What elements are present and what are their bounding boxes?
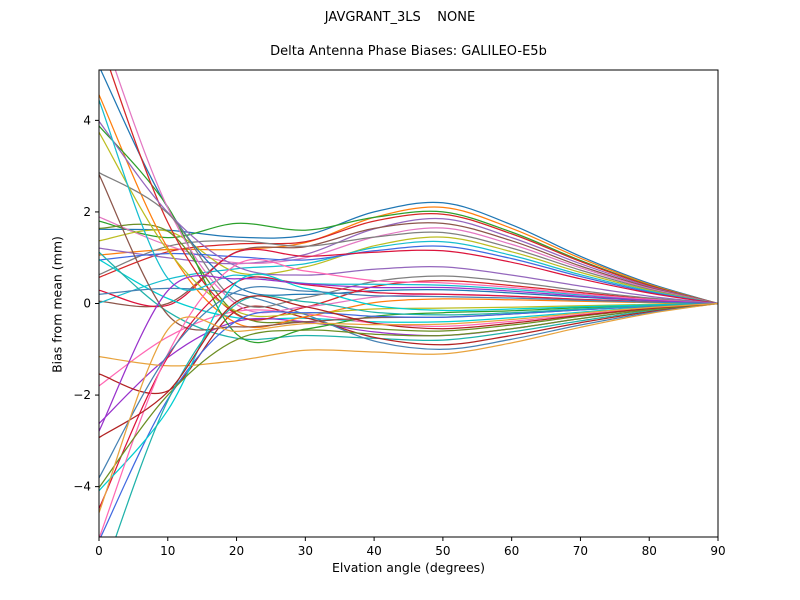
series-line (99, 229, 718, 305)
series-line (99, 302, 718, 367)
series-line (99, 273, 718, 492)
series-line (99, 231, 718, 305)
series-line (99, 302, 718, 394)
series-line (115, 295, 718, 537)
y-tick-label: 2 (83, 205, 91, 219)
series-line (99, 248, 718, 308)
x-tick-label: 30 (298, 544, 313, 558)
x-tick-label: 70 (573, 544, 588, 558)
series-group (99, 70, 718, 537)
series-line (99, 206, 718, 305)
series-line (99, 302, 718, 387)
series-line (99, 217, 718, 305)
series-line (99, 251, 718, 342)
series-line (99, 295, 718, 439)
figure-suptitle: JAVGRANT_3LS NONE (324, 10, 476, 25)
x-tick-label: 0 (95, 544, 103, 558)
x-tick-label: 10 (160, 544, 175, 558)
series-line (99, 275, 718, 432)
axes-background (99, 70, 718, 537)
y-tick-label: 4 (83, 113, 91, 127)
series-line (99, 172, 718, 308)
y-tick-label: −4 (73, 480, 91, 494)
series-line (109, 70, 718, 321)
x-tick-label: 90 (710, 544, 725, 558)
series-line (99, 287, 718, 350)
series-line (99, 131, 718, 318)
x-tick-label: 40 (366, 544, 381, 558)
series-line (99, 120, 718, 305)
series-line (99, 302, 718, 488)
axes-title: Delta Antenna Phase Biases: GALILEO-E5b (270, 44, 547, 59)
series-line (99, 201, 718, 305)
series-line (99, 302, 718, 513)
x-axis-label: Elvation angle (degrees) (331, 560, 486, 575)
x-tick-label: 50 (435, 544, 450, 558)
x-tick-label: 80 (642, 544, 657, 558)
series-line (99, 99, 718, 305)
x-tick-label: 60 (504, 544, 519, 558)
ticks-group (95, 119, 719, 541)
series-line (99, 222, 718, 308)
series-line (99, 213, 718, 305)
series-line (99, 286, 718, 479)
y-tick-label: 0 (83, 297, 91, 311)
y-axis-label: Bias from mean (mm) (49, 236, 65, 373)
y-tick-label: −2 (73, 388, 91, 402)
x-tick-label: 20 (229, 544, 244, 558)
axes-spines (98, 69, 719, 538)
